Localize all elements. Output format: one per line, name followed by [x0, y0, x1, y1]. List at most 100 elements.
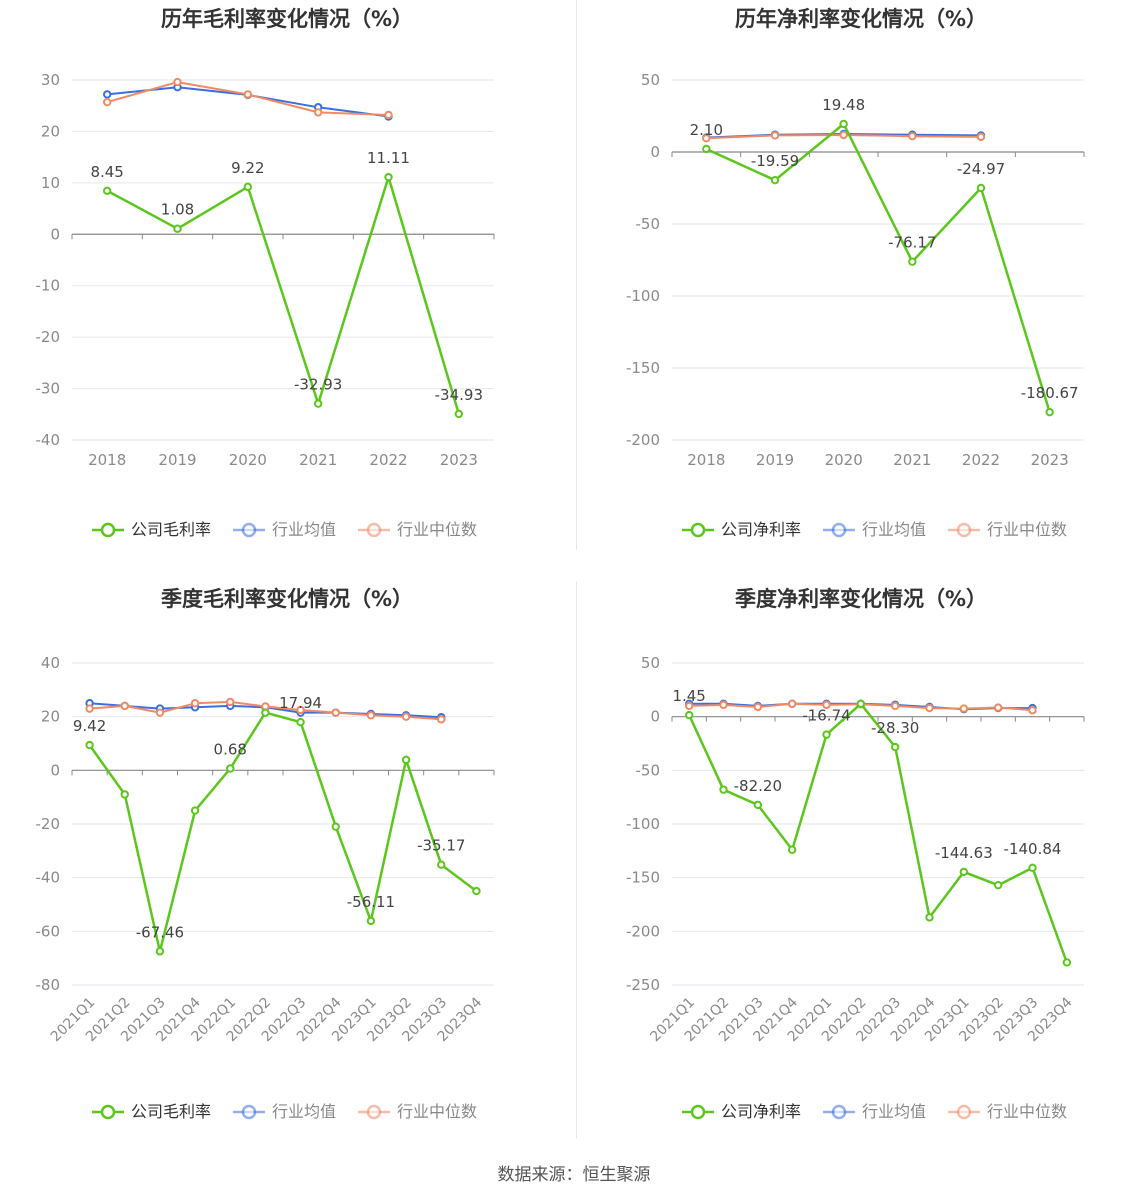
data-point [401, 755, 411, 765]
data-point [226, 697, 235, 707]
chart-svg: 历年毛利率变化情况（%） 30 20 10 0 -10 -20 -30 -40 2018 2019 2… [36, 7, 495, 539]
y-tick-label: -200 [626, 922, 660, 940]
data-point [753, 800, 763, 810]
data-point [243, 182, 253, 192]
data-point [102, 97, 112, 107]
data-point [384, 110, 393, 120]
legend-item: 行业均值 [823, 1102, 926, 1121]
data-point [719, 700, 728, 710]
data-label: -144.63 [935, 844, 993, 862]
chart-panel-quarterly-gross-margin: 季度毛利率变化情况（%） 40 20 0 -20 -40 -60 -80 2021Q1 2021Q… [0, 580, 574, 1150]
data-point [226, 764, 235, 773]
data-point [85, 704, 94, 713]
y-tick-label: -20 [36, 815, 61, 833]
x-tick-label: 2023 [1031, 451, 1069, 469]
y-tick-label: -30 [36, 380, 61, 398]
y-tick-label: -80 [36, 976, 61, 994]
data-point [702, 144, 711, 154]
data-label: 0.68 [214, 741, 247, 759]
data-point [401, 712, 411, 721]
data-point [155, 708, 165, 717]
y-tick-label: 0 [50, 225, 60, 243]
y-tick-label: -40 [36, 431, 61, 449]
data-point [454, 409, 464, 419]
data-point [787, 845, 797, 854]
legend-marker [690, 522, 706, 538]
data-label: 19.48 [822, 96, 865, 114]
legend-marker [241, 522, 257, 538]
y-tick-label: 0 [650, 708, 660, 726]
y-tick-label: -150 [626, 359, 660, 377]
data-label: -34.93 [435, 386, 483, 404]
legend-marker [100, 1104, 116, 1120]
legend-item: 公司毛利率 [92, 1102, 211, 1121]
y-tick-label: 20 [41, 122, 60, 140]
x-tick-label: 2019 [158, 451, 196, 469]
legend-label: 公司净利率 [721, 1102, 801, 1121]
data-point [261, 708, 270, 717]
y-tick-label: -100 [626, 815, 660, 833]
data-point [313, 108, 323, 117]
legend-marker [100, 522, 116, 538]
y-tick-label: 50 [641, 654, 660, 672]
data-point [753, 702, 763, 712]
legend-marker [366, 522, 382, 538]
data-label: -35.17 [417, 837, 465, 855]
x-tick-label: 2022 [369, 451, 407, 469]
chart-title: 季度毛利率变化情况（%） [161, 587, 413, 611]
legend-marker [831, 522, 847, 538]
legend-label: 公司毛利率 [131, 1102, 211, 1121]
legend-label: 行业中位数 [397, 520, 477, 539]
data-point [366, 916, 376, 926]
x-tick-label: 2020 [229, 451, 267, 469]
legend-label: 行业均值 [862, 1102, 926, 1121]
legend-item: 行业中位数 [948, 520, 1067, 539]
data-point [959, 704, 969, 713]
panel-divider-top [576, 0, 577, 550]
data-label: 17.94 [279, 694, 322, 712]
data-label: -67.46 [136, 923, 184, 941]
y-tick-label: 0 [50, 761, 60, 779]
data-point [822, 700, 831, 710]
data-point [787, 699, 797, 708]
y-tick-label: 10 [41, 174, 60, 192]
chart-panel-annual-net-margin: 历年净利率变化情况（%） 50 0 -50 -100 -150 -200 2018 2019 20… [574, 0, 1148, 570]
data-point [1028, 706, 1037, 715]
data-point [437, 715, 446, 724]
data-point [839, 130, 848, 140]
chart-svg: 季度毛利率变化情况（%）40200-20-40-60-802021Q12021Q… [36, 587, 495, 1121]
data-label: -180.67 [1021, 384, 1079, 402]
chart-panel-annual-gross-margin: 历年毛利率变化情况（%） 30 20 10 0 -10 -20 -30 -40 2018 2019 2… [0, 0, 574, 570]
data-point [908, 131, 917, 141]
y-tick-label: -20 [36, 328, 61, 346]
data-point [684, 710, 694, 720]
x-tick-label: 2018 [687, 451, 725, 469]
chart-svg: 历年净利率变化情况（%） 50 0 -50 -100 -150 -200 2018 2019 20… [626, 7, 1085, 539]
data-point [890, 701, 900, 711]
data-point [85, 740, 94, 750]
legend-label: 行业中位数 [397, 1102, 477, 1121]
y-tick-label: -250 [626, 976, 660, 994]
data-label: -82.20 [734, 777, 782, 795]
data-point [925, 703, 934, 713]
legend-label: 公司净利率 [721, 520, 801, 539]
legend-item: 行业均值 [233, 520, 336, 539]
data-point [1062, 958, 1072, 967]
data-point [102, 90, 112, 99]
data-point [472, 886, 481, 896]
y-tick-label: -10 [36, 277, 61, 295]
y-tick-label: -50 [636, 215, 661, 233]
y-tick-label: -40 [36, 869, 61, 887]
data-point [243, 90, 253, 99]
data-point [437, 860, 446, 869]
legend-label: 行业中位数 [987, 520, 1067, 539]
data-point [890, 742, 900, 752]
data-point [155, 947, 165, 956]
data-point [331, 708, 340, 717]
legend-marker [690, 1104, 706, 1120]
panel-divider-bottom [576, 582, 577, 1138]
y-tick-label: 50 [641, 71, 660, 89]
data-point [313, 399, 323, 408]
data-point [839, 119, 848, 129]
data-point [102, 186, 112, 196]
